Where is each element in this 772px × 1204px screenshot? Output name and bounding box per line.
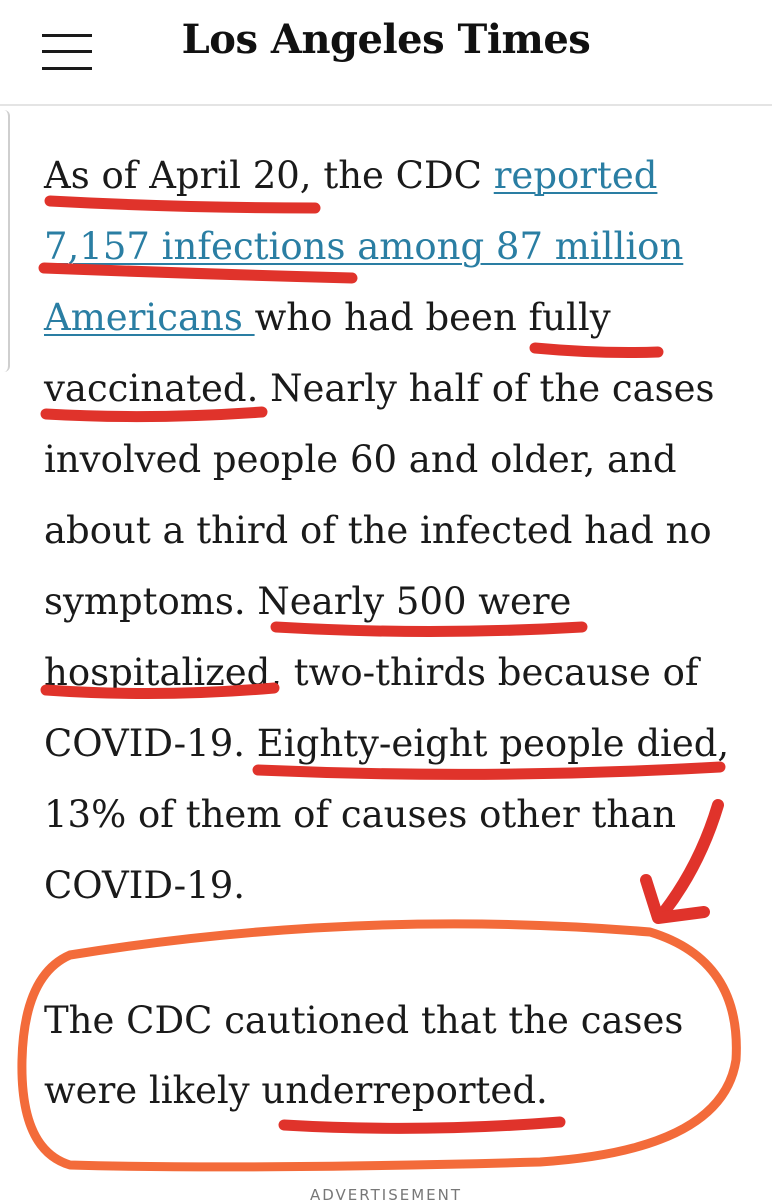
paragraph-line: The CDC cautioned that the cases — [44, 999, 684, 1042]
side-panel-edge — [0, 110, 10, 372]
paragraph-line: symptoms. Nearly 500 were — [44, 580, 572, 623]
paragraph-line: 7,157 infections among 87 million — [44, 211, 744, 282]
paragraph-line: involved people 60 and older, and — [44, 438, 677, 481]
paragraph-line: vaccinated. Nearly half of the cases — [44, 367, 715, 410]
paragraph-line: about a third of the infected had no — [44, 509, 712, 552]
paragraph-line: COVID-19. — [44, 864, 246, 907]
hamburger-menu-icon[interactable] — [42, 34, 92, 70]
reported-link[interactable]: reported — [493, 154, 658, 197]
paragraph-line: were likely underreported. — [44, 1069, 548, 1112]
paragraph-text: As of April 20, the CDC — [44, 154, 494, 197]
article-paragraph: As of April 20, the CDC reported 7,157 i… — [44, 140, 744, 921]
paragraph-line: 13% of them of causes other than — [44, 793, 677, 836]
article-paragraph-caution: The CDC cautioned that the cases were li… — [44, 986, 683, 1126]
americans-link[interactable]: Americans — [44, 296, 255, 339]
article-body: As of April 20, the CDC reported 7,157 i… — [44, 140, 744, 921]
masthead-logo[interactable]: Los Angeles Times — [181, 16, 591, 63]
paragraph-line: hospitalized, two-thirds because of — [44, 651, 699, 694]
advertisement-label: ADVERTISEMENT — [309, 1186, 462, 1204]
top-nav-bar: Los Angeles Times — [0, 0, 772, 106]
paragraph-line: COVID-19. Eighty-eight people died, — [44, 722, 730, 765]
paragraph-line: Americans who had been fully — [44, 282, 744, 353]
infections-link[interactable]: 7,157 infections among 87 million — [44, 225, 684, 268]
paragraph-text: who had been fully — [254, 296, 611, 339]
paragraph-line: As of April 20, the CDC reported — [44, 140, 744, 211]
